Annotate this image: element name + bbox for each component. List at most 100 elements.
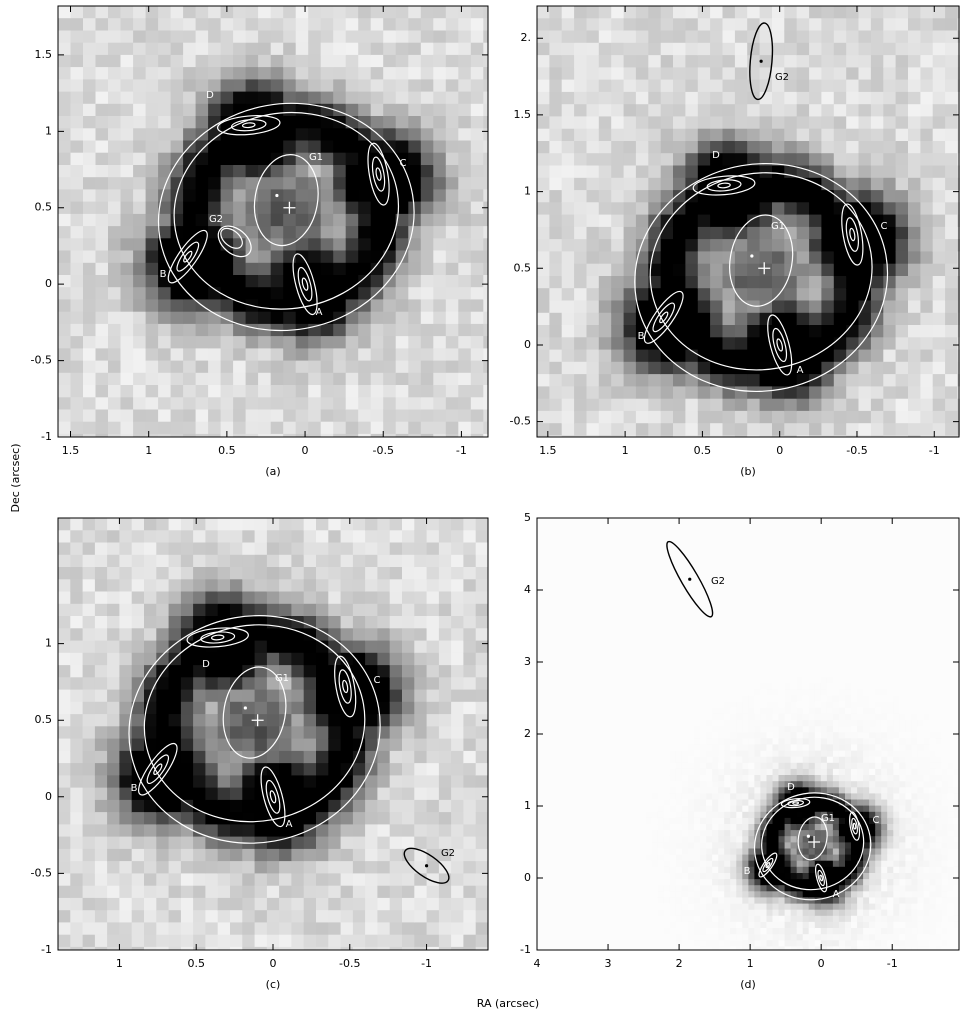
pixel [446, 189, 459, 202]
pixel [346, 385, 359, 398]
pixel [747, 423, 760, 436]
pixel [549, 524, 556, 531]
y-tick-label: -1 [41, 943, 52, 956]
pixel [636, 276, 649, 289]
pixel [346, 18, 359, 31]
pixel [496, 189, 509, 202]
pixel [597, 677, 604, 684]
pixel [458, 202, 471, 215]
pixel [579, 591, 586, 598]
pixel [597, 702, 604, 709]
pixel [446, 397, 459, 410]
pixel [107, 653, 120, 666]
y-tick-label: 0 [45, 790, 52, 803]
pixel [296, 189, 309, 202]
pixel [246, 275, 259, 288]
pixel [421, 238, 434, 251]
pixel [107, 763, 120, 776]
pixel [108, 312, 121, 325]
pixel [158, 67, 171, 80]
pixel [591, 640, 598, 647]
pixel [555, 573, 562, 580]
pixel [549, 288, 562, 301]
pixel [537, 215, 550, 228]
pixel [549, 153, 562, 166]
pixel [661, 276, 674, 289]
pixel [797, 6, 810, 19]
pixel [402, 873, 415, 886]
pixel [685, 104, 698, 117]
pixel [70, 812, 83, 825]
pixel [353, 530, 366, 543]
pixel [585, 855, 592, 862]
pixel [291, 959, 304, 972]
pixel [549, 411, 562, 424]
pixel [169, 898, 182, 911]
pixel [96, 299, 109, 312]
pixel [421, 214, 434, 227]
pixel [908, 190, 921, 203]
pixel [908, 313, 921, 326]
pixel [321, 43, 334, 56]
pixel [365, 641, 378, 654]
pixel [488, 751, 501, 764]
pixel [585, 818, 592, 825]
pixel [121, 214, 134, 227]
pixel [599, 423, 612, 436]
pixel [784, 251, 797, 264]
pixel [597, 616, 604, 623]
pixel [158, 214, 171, 227]
pixel [271, 104, 284, 117]
pixel [246, 79, 259, 92]
pixel [661, 80, 674, 93]
pixel [567, 861, 574, 868]
pixel [562, 166, 575, 179]
pixel [183, 385, 196, 398]
pixel [597, 793, 604, 800]
pixel [772, 141, 785, 154]
pixel [208, 361, 221, 374]
pixel [859, 386, 872, 399]
pixel [537, 653, 544, 660]
pixel [611, 67, 624, 80]
pixel [439, 579, 452, 592]
pixel [433, 226, 446, 239]
pixel [933, 350, 946, 363]
pixel [296, 153, 309, 166]
pixel [71, 214, 84, 227]
pixel [537, 916, 544, 923]
pixel [308, 116, 321, 129]
pixel [96, 92, 109, 105]
pixel [821, 92, 834, 105]
pixel [121, 104, 134, 117]
pixel [291, 555, 304, 568]
pixel [537, 763, 544, 770]
pixel [945, 129, 958, 142]
pixel [591, 885, 598, 892]
pixel [58, 555, 71, 568]
pixel [108, 324, 121, 337]
pixel [685, 141, 698, 154]
pixel [574, 301, 587, 314]
pixel [555, 861, 562, 868]
pixel [439, 641, 452, 654]
pixel [267, 592, 280, 605]
pixel [132, 812, 145, 825]
pixel [365, 935, 378, 948]
pixel [181, 579, 194, 592]
pixel [333, 55, 346, 68]
pixel [597, 855, 604, 862]
pixel [193, 886, 206, 899]
pixel [358, 299, 371, 312]
pixel [597, 824, 604, 831]
pixel [242, 530, 255, 543]
pixel [107, 604, 120, 617]
pixel [107, 592, 120, 605]
pixel [821, 423, 834, 436]
pixel [365, 567, 378, 580]
pixel [537, 732, 544, 739]
pixel [537, 922, 544, 929]
pixel [673, 178, 686, 191]
pixel [463, 812, 476, 825]
pixel [433, 214, 446, 227]
